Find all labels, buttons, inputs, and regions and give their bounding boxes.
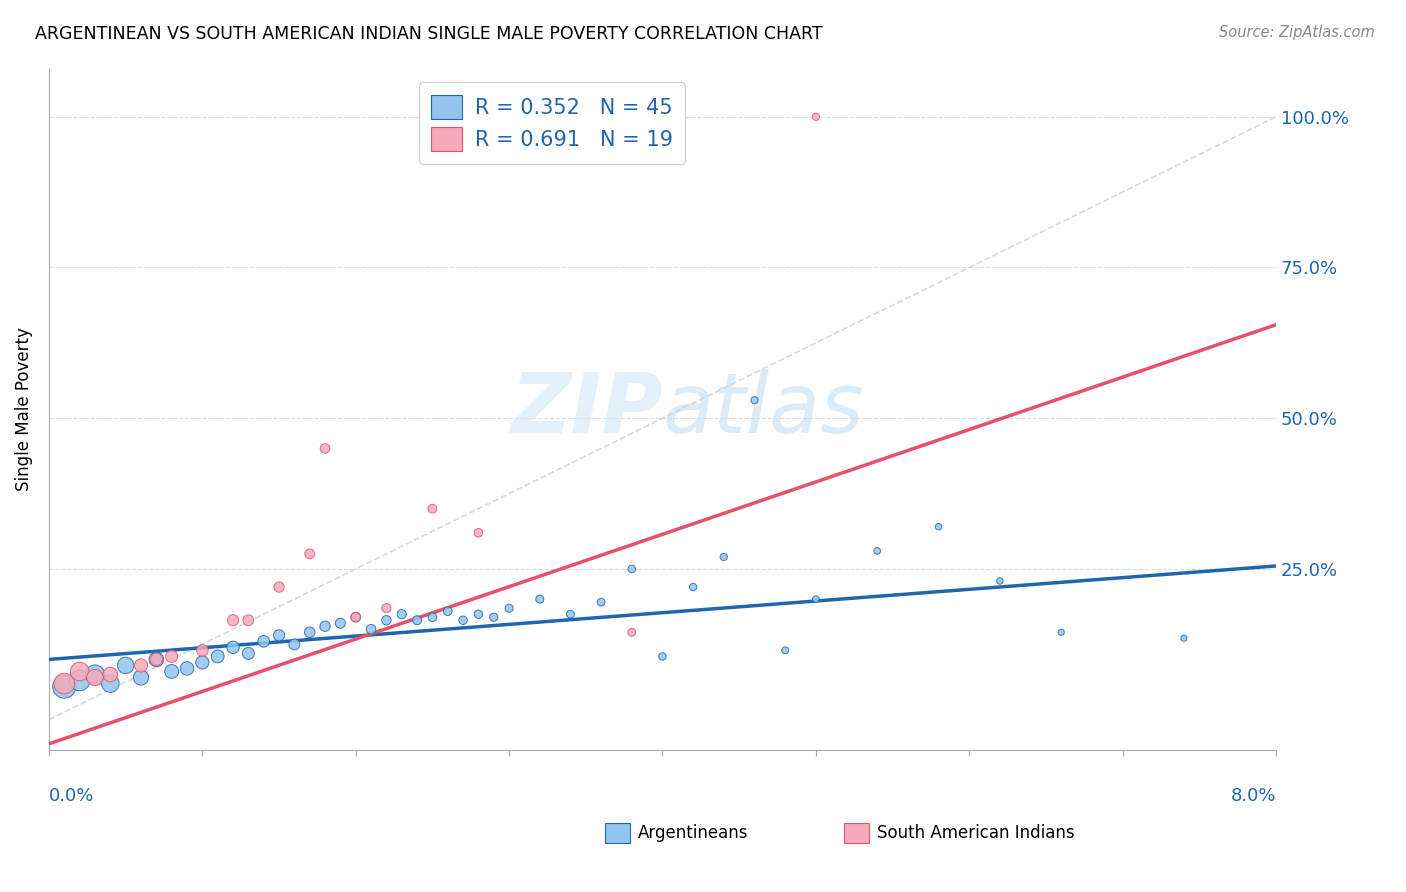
Point xyxy=(53,676,76,690)
Point xyxy=(145,652,167,666)
Point xyxy=(451,613,474,627)
Point xyxy=(482,610,505,624)
Point xyxy=(498,601,520,615)
Point xyxy=(560,607,582,622)
Point xyxy=(253,634,276,648)
Point xyxy=(222,613,245,627)
Point xyxy=(191,656,214,670)
Point xyxy=(160,665,183,679)
Point xyxy=(84,667,107,681)
Point xyxy=(1173,632,1195,646)
Point xyxy=(436,604,458,618)
Point xyxy=(988,574,1011,588)
Point xyxy=(69,665,91,679)
Point xyxy=(620,625,643,640)
Point xyxy=(53,680,76,694)
Text: atlas: atlas xyxy=(662,368,865,450)
Point xyxy=(467,525,489,540)
Point xyxy=(283,637,305,651)
Point xyxy=(267,580,290,594)
Point xyxy=(176,661,198,675)
Text: Source: ZipAtlas.com: Source: ZipAtlas.com xyxy=(1219,25,1375,40)
Legend: R = 0.352   N = 45, R = 0.691   N = 19: R = 0.352 N = 45, R = 0.691 N = 19 xyxy=(419,82,685,164)
Point xyxy=(238,647,260,661)
Point xyxy=(114,658,136,673)
Point xyxy=(360,622,382,636)
Point xyxy=(744,393,766,408)
Point xyxy=(467,607,489,622)
Point xyxy=(84,671,107,685)
Point xyxy=(267,628,290,642)
Point xyxy=(69,673,91,688)
Point xyxy=(804,110,827,124)
Point xyxy=(98,676,121,690)
Text: Argentineans: Argentineans xyxy=(638,824,749,842)
Point xyxy=(191,643,214,657)
Point xyxy=(207,649,229,664)
Text: 0.0%: 0.0% xyxy=(49,788,94,805)
Point xyxy=(98,667,121,681)
Point xyxy=(422,501,444,516)
Point xyxy=(529,592,551,607)
Point xyxy=(145,652,167,666)
Point xyxy=(129,658,152,673)
Point xyxy=(375,601,398,615)
Point xyxy=(238,613,260,627)
Point xyxy=(804,592,827,607)
Point xyxy=(713,549,735,564)
Point xyxy=(1050,625,1073,640)
Y-axis label: Single Male Poverty: Single Male Poverty xyxy=(15,327,32,491)
Bar xyxy=(844,823,869,843)
Point xyxy=(620,562,643,576)
Text: ZIP: ZIP xyxy=(510,368,662,450)
Point xyxy=(298,625,321,640)
Point xyxy=(344,610,367,624)
Point xyxy=(928,520,950,534)
Text: South American Indians: South American Indians xyxy=(877,824,1076,842)
Point xyxy=(160,649,183,664)
Point xyxy=(298,547,321,561)
Point xyxy=(329,616,352,631)
Point xyxy=(222,640,245,655)
Point xyxy=(375,613,398,627)
Point xyxy=(406,613,429,627)
Point xyxy=(314,442,336,456)
Text: ARGENTINEAN VS SOUTH AMERICAN INDIAN SINGLE MALE POVERTY CORRELATION CHART: ARGENTINEAN VS SOUTH AMERICAN INDIAN SIN… xyxy=(35,25,823,43)
Point xyxy=(344,610,367,624)
Text: 8.0%: 8.0% xyxy=(1230,788,1277,805)
Point xyxy=(129,671,152,685)
Point xyxy=(591,595,613,609)
Point xyxy=(651,649,673,664)
Point xyxy=(391,607,413,622)
Point xyxy=(314,619,336,633)
Bar xyxy=(605,823,630,843)
Point xyxy=(866,544,889,558)
Point xyxy=(682,580,704,594)
Point xyxy=(773,643,796,657)
Point xyxy=(422,610,444,624)
